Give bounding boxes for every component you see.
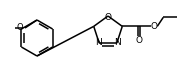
Text: N: N (95, 38, 101, 47)
Text: O: O (105, 12, 112, 22)
Text: O: O (136, 36, 143, 45)
Text: O: O (16, 24, 23, 32)
Text: N: N (115, 38, 121, 47)
Text: O: O (151, 22, 158, 31)
